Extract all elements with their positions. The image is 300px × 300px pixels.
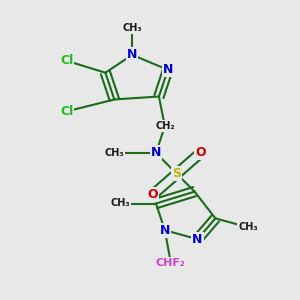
Text: N: N [151, 146, 161, 160]
Text: N: N [160, 224, 170, 237]
Text: O: O [148, 188, 158, 201]
Text: CH₃: CH₃ [104, 148, 124, 158]
Text: CH₃: CH₃ [110, 199, 130, 208]
Text: CH₂: CH₂ [155, 121, 175, 131]
Text: CH₃: CH₃ [238, 222, 258, 232]
Text: N: N [127, 48, 137, 62]
Text: Cl: Cl [60, 54, 74, 67]
Text: S: S [172, 167, 181, 180]
Text: Cl: Cl [60, 105, 74, 118]
Text: CH₃: CH₃ [122, 23, 142, 33]
Text: CHF₂: CHF₂ [156, 258, 186, 268]
Text: N: N [163, 63, 173, 76]
Text: N: N [192, 233, 203, 246]
Text: O: O [195, 146, 206, 160]
